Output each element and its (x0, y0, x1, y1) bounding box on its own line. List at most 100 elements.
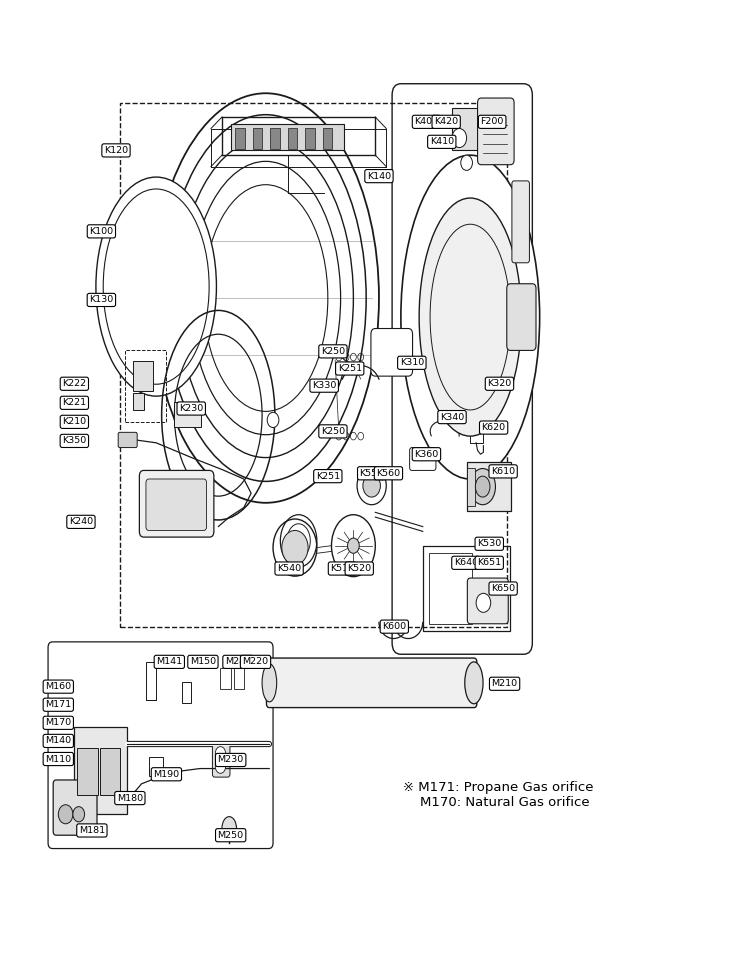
FancyBboxPatch shape (478, 98, 514, 165)
Circle shape (282, 531, 308, 564)
Ellipse shape (222, 816, 236, 840)
Text: K610: K610 (491, 467, 515, 476)
FancyBboxPatch shape (77, 747, 98, 795)
Ellipse shape (401, 155, 539, 479)
Text: K350: K350 (63, 437, 87, 445)
Text: K240: K240 (69, 517, 93, 526)
Text: M140: M140 (45, 737, 71, 745)
Circle shape (216, 760, 225, 773)
FancyBboxPatch shape (53, 780, 97, 835)
Circle shape (476, 593, 491, 612)
Text: K310: K310 (400, 358, 424, 367)
FancyBboxPatch shape (467, 354, 478, 412)
Text: K420: K420 (434, 117, 459, 126)
Circle shape (273, 519, 317, 576)
Text: K650: K650 (491, 584, 515, 593)
FancyBboxPatch shape (174, 401, 202, 426)
Text: K651: K651 (477, 559, 501, 567)
Ellipse shape (419, 198, 521, 436)
FancyBboxPatch shape (213, 742, 230, 777)
Text: K140: K140 (367, 171, 391, 181)
Circle shape (347, 538, 359, 554)
Circle shape (461, 155, 473, 171)
FancyBboxPatch shape (146, 479, 207, 531)
Text: K320: K320 (487, 379, 512, 388)
Text: M250: M250 (218, 831, 244, 840)
Text: M230: M230 (218, 756, 244, 764)
FancyBboxPatch shape (371, 329, 413, 376)
Text: M220: M220 (242, 657, 269, 667)
Text: K120: K120 (104, 146, 128, 155)
Text: M110: M110 (45, 755, 71, 764)
Text: K222: K222 (63, 379, 86, 388)
Text: K340: K340 (440, 413, 464, 422)
Text: K510: K510 (330, 564, 355, 573)
Text: K520: K520 (347, 564, 371, 573)
Text: K540: K540 (277, 564, 301, 573)
Text: K550: K550 (360, 468, 383, 478)
FancyBboxPatch shape (74, 726, 127, 814)
Text: M180: M180 (117, 793, 143, 803)
FancyBboxPatch shape (230, 124, 344, 150)
Ellipse shape (475, 476, 490, 497)
Ellipse shape (331, 514, 375, 577)
Ellipse shape (470, 468, 495, 505)
Text: M190: M190 (153, 770, 180, 779)
FancyBboxPatch shape (467, 462, 512, 512)
FancyBboxPatch shape (266, 658, 477, 708)
Text: K360: K360 (414, 449, 439, 459)
FancyBboxPatch shape (467, 578, 509, 624)
Text: M150: M150 (190, 657, 216, 667)
Text: K250: K250 (321, 427, 345, 436)
Circle shape (216, 746, 225, 760)
Circle shape (267, 412, 279, 427)
Text: K210: K210 (63, 418, 86, 426)
Text: K400: K400 (414, 117, 439, 126)
Ellipse shape (262, 664, 277, 702)
Text: K560: K560 (376, 468, 400, 478)
Text: K640: K640 (454, 559, 478, 567)
Text: K130: K130 (89, 295, 113, 305)
Text: K251: K251 (316, 471, 340, 481)
FancyBboxPatch shape (305, 127, 315, 148)
Ellipse shape (464, 662, 483, 704)
Circle shape (363, 474, 381, 497)
Circle shape (452, 128, 467, 148)
FancyBboxPatch shape (252, 127, 262, 148)
FancyBboxPatch shape (512, 181, 529, 262)
Text: M160: M160 (45, 682, 71, 691)
Text: M170: M170 (45, 718, 71, 727)
Text: K100: K100 (89, 227, 113, 236)
Text: ※ M171: Propane Gas orifice
    M170: Natural Gas orifice: ※ M171: Propane Gas orifice M170: Natura… (403, 781, 593, 810)
FancyBboxPatch shape (507, 284, 536, 351)
Text: F200: F200 (481, 117, 504, 126)
Circle shape (58, 805, 73, 824)
FancyBboxPatch shape (322, 127, 332, 148)
Text: M210: M210 (492, 679, 517, 688)
Text: K230: K230 (179, 404, 203, 413)
Text: K330: K330 (312, 381, 336, 390)
FancyBboxPatch shape (467, 468, 475, 506)
Text: K410: K410 (430, 137, 454, 147)
Circle shape (73, 807, 85, 822)
FancyBboxPatch shape (410, 447, 436, 470)
FancyBboxPatch shape (235, 127, 244, 148)
Text: M181: M181 (79, 826, 105, 835)
Ellipse shape (96, 177, 216, 397)
Text: K620: K620 (481, 423, 506, 432)
FancyBboxPatch shape (132, 394, 144, 410)
Text: K600: K600 (382, 622, 406, 631)
FancyBboxPatch shape (452, 107, 478, 150)
Text: M240: M240 (225, 657, 251, 667)
Text: K221: K221 (63, 399, 86, 407)
FancyBboxPatch shape (100, 747, 121, 795)
Circle shape (357, 467, 386, 505)
FancyBboxPatch shape (132, 361, 153, 392)
FancyBboxPatch shape (288, 127, 297, 148)
Text: M171: M171 (45, 700, 71, 709)
Text: K530: K530 (477, 539, 501, 548)
Text: K250: K250 (321, 347, 345, 355)
FancyBboxPatch shape (270, 127, 280, 148)
Text: M141: M141 (156, 657, 183, 667)
Text: K251: K251 (338, 364, 362, 373)
